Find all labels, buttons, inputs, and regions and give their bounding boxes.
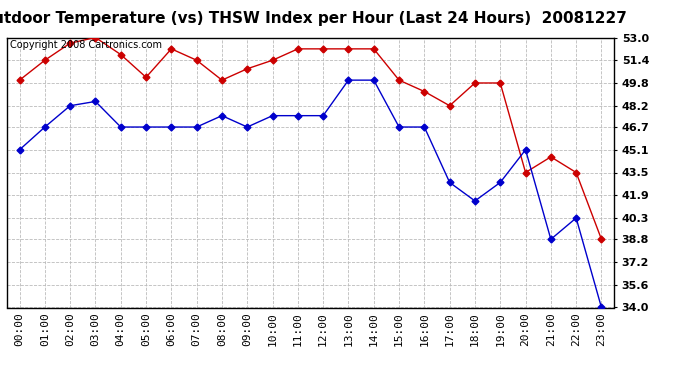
Text: Outdoor Temperature (vs) THSW Index per Hour (Last 24 Hours)  20081227: Outdoor Temperature (vs) THSW Index per … <box>0 11 627 26</box>
Text: Copyright 2008 Cartronics.com: Copyright 2008 Cartronics.com <box>10 40 162 50</box>
